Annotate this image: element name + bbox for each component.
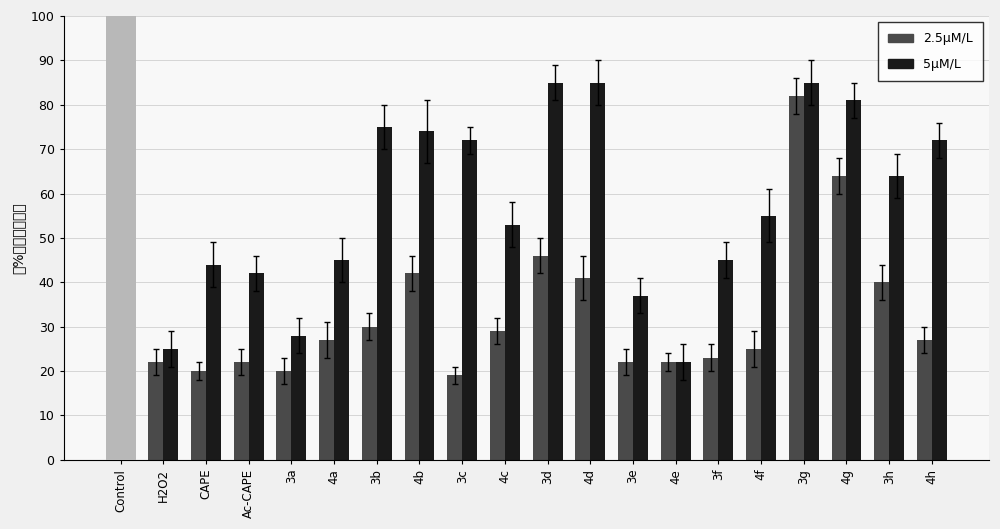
Bar bbox=[319, 340, 334, 460]
Bar bbox=[661, 362, 676, 460]
Bar bbox=[575, 278, 590, 460]
Bar bbox=[846, 101, 861, 460]
Bar bbox=[548, 83, 563, 460]
Bar bbox=[490, 331, 505, 460]
Bar bbox=[718, 260, 733, 460]
Bar bbox=[276, 371, 291, 460]
Bar bbox=[291, 335, 306, 460]
Bar bbox=[618, 362, 633, 460]
Bar bbox=[234, 362, 249, 460]
Bar bbox=[206, 264, 221, 460]
Bar bbox=[377, 127, 392, 460]
Bar bbox=[874, 282, 889, 460]
Bar bbox=[462, 140, 477, 460]
Bar bbox=[746, 349, 761, 460]
Bar bbox=[362, 326, 377, 460]
Bar bbox=[590, 83, 605, 460]
Bar bbox=[447, 376, 462, 460]
Bar bbox=[505, 225, 520, 460]
Bar bbox=[405, 273, 419, 460]
Bar bbox=[249, 273, 264, 460]
Legend: 2.5μM/L, 5μM/L: 2.5μM/L, 5μM/L bbox=[878, 22, 983, 81]
Bar bbox=[633, 296, 648, 460]
Bar bbox=[703, 358, 718, 460]
Bar bbox=[148, 362, 163, 460]
Y-axis label: （%）楼前率细胞: （%）楼前率细胞 bbox=[11, 202, 25, 274]
Bar bbox=[533, 256, 548, 460]
Bar bbox=[789, 96, 804, 460]
Bar bbox=[832, 176, 846, 460]
Bar bbox=[932, 140, 947, 460]
Bar bbox=[419, 131, 434, 460]
Bar bbox=[163, 349, 178, 460]
Bar bbox=[917, 340, 932, 460]
Bar bbox=[106, 16, 136, 460]
Bar bbox=[889, 176, 904, 460]
Bar bbox=[334, 260, 349, 460]
Bar bbox=[804, 83, 819, 460]
Bar bbox=[191, 371, 206, 460]
Bar bbox=[676, 362, 691, 460]
Bar bbox=[761, 216, 776, 460]
